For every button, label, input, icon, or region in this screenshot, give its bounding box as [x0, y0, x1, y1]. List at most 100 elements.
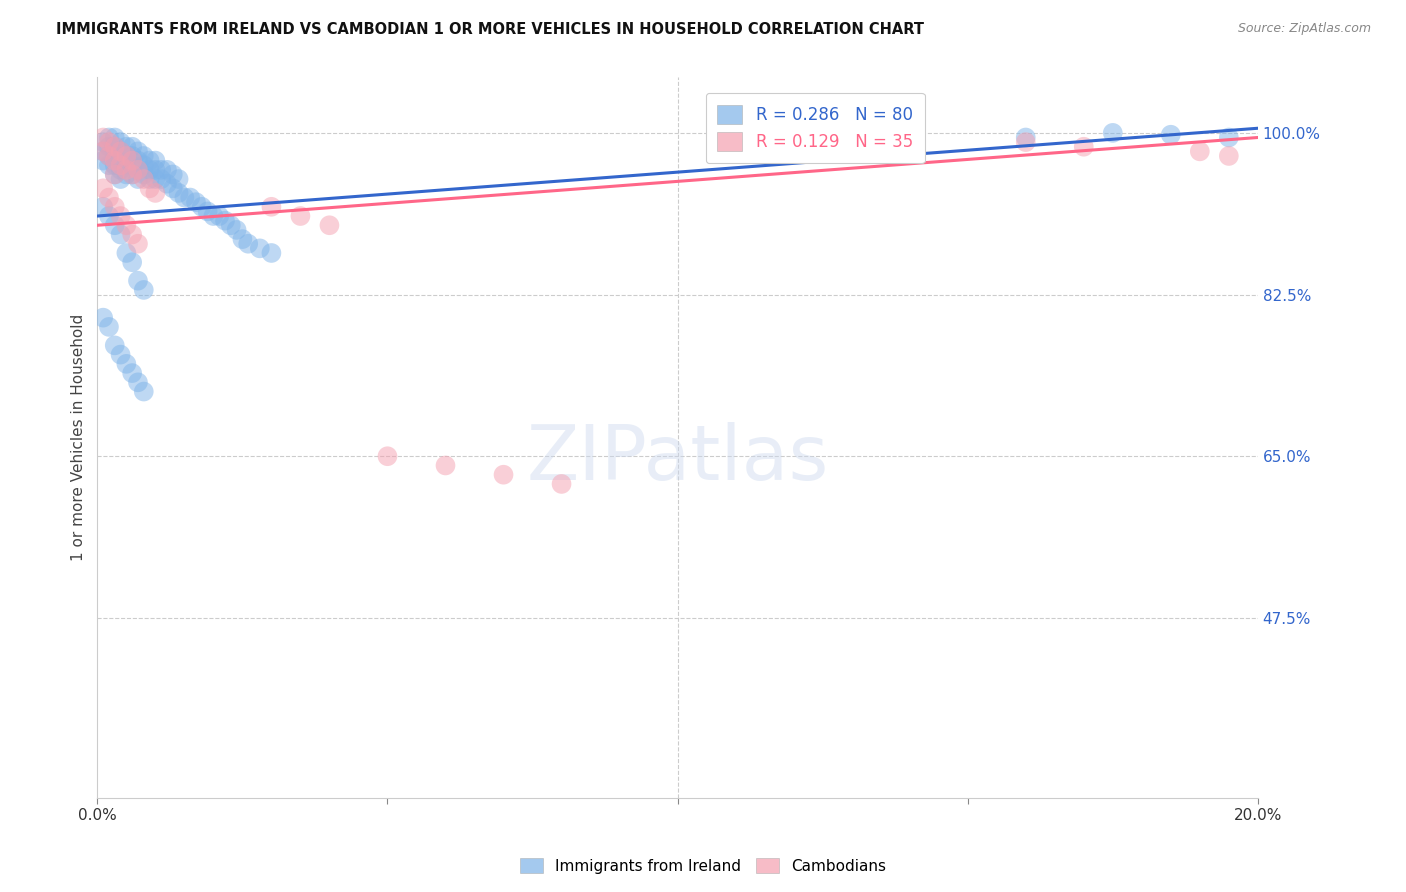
Point [91, 153, 114, 168]
Point [91, 145, 114, 159]
Point [138, 172, 160, 186]
Point [191, 200, 214, 214]
Point [91, 145, 114, 159]
Point [121, 139, 143, 153]
Point [127, 274, 149, 288]
Point [138, 162, 160, 177]
Point [145, 186, 167, 200]
Point [104, 153, 127, 168]
Point [127, 153, 149, 168]
Point [110, 227, 132, 242]
Point [156, 162, 179, 177]
Point [1101, 126, 1123, 140]
Point [492, 467, 515, 482]
Point [1188, 145, 1211, 159]
Point [162, 181, 184, 195]
Point [110, 209, 132, 223]
Point [110, 158, 132, 172]
Point [110, 162, 132, 177]
Point [91, 310, 114, 325]
Point [104, 130, 127, 145]
Point [115, 168, 138, 182]
Point [91, 135, 114, 149]
Point [260, 246, 283, 260]
Legend: Immigrants from Ireland, Cambodians: Immigrants from Ireland, Cambodians [513, 852, 893, 880]
Point [104, 200, 127, 214]
Point [1073, 139, 1095, 153]
Point [121, 366, 143, 380]
Point [110, 145, 132, 159]
Point [110, 145, 132, 159]
Point [104, 139, 127, 153]
Point [145, 172, 167, 186]
Point [132, 158, 155, 172]
Point [1218, 149, 1240, 163]
Point [104, 139, 127, 153]
Point [145, 153, 167, 168]
Point [225, 223, 247, 237]
Point [127, 162, 149, 177]
Point [104, 219, 127, 233]
Point [127, 162, 149, 177]
Point [318, 219, 340, 233]
Point [238, 236, 260, 251]
Point [167, 186, 190, 200]
Point [219, 219, 242, 233]
Point [91, 181, 114, 195]
Point [91, 200, 114, 214]
Point [121, 153, 143, 168]
Point [132, 384, 155, 399]
Point [97, 139, 120, 153]
Point [115, 246, 138, 260]
Text: IMMIGRANTS FROM IRELAND VS CAMBODIAN 1 OR MORE VEHICLES IN HOUSEHOLD CORRELATION: IMMIGRANTS FROM IRELAND VS CAMBODIAN 1 O… [56, 22, 924, 37]
Point [121, 255, 143, 269]
Point [208, 209, 231, 223]
Point [115, 149, 138, 163]
Point [115, 158, 138, 172]
Point [202, 209, 225, 223]
Point [97, 209, 120, 223]
Point [127, 376, 149, 390]
Point [145, 162, 167, 177]
Point [110, 348, 132, 362]
Point [97, 149, 120, 163]
Point [132, 283, 155, 297]
Point [231, 232, 253, 246]
Point [138, 181, 160, 195]
Point [97, 135, 120, 149]
Point [132, 149, 155, 163]
Point [104, 168, 127, 182]
Point [104, 168, 127, 182]
Text: Source: ZipAtlas.com: Source: ZipAtlas.com [1237, 22, 1371, 36]
Point [97, 130, 120, 145]
Point [156, 177, 179, 191]
Point [104, 158, 127, 172]
Point [249, 241, 271, 255]
Y-axis label: 1 or more Vehicles in Household: 1 or more Vehicles in Household [72, 314, 86, 561]
Point [1160, 128, 1182, 142]
Point [127, 172, 149, 186]
Point [91, 130, 114, 145]
Point [97, 190, 120, 204]
Point [110, 135, 132, 149]
Point [138, 153, 160, 168]
Point [115, 139, 138, 153]
Point [132, 168, 155, 182]
Point [434, 458, 457, 473]
Point [110, 172, 132, 186]
Point [121, 168, 143, 182]
Point [1218, 130, 1240, 145]
Point [184, 195, 207, 210]
Point [1015, 135, 1038, 149]
Point [162, 168, 184, 182]
Point [150, 172, 173, 186]
Point [173, 190, 195, 204]
Point [121, 227, 143, 242]
Point [115, 357, 138, 371]
Legend: R = 0.286   N = 80, R = 0.129   N = 35: R = 0.286 N = 80, R = 0.129 N = 35 [706, 93, 925, 163]
Point [179, 190, 201, 204]
Point [550, 477, 572, 491]
Point [127, 145, 149, 159]
Point [104, 338, 127, 352]
Point [132, 172, 155, 186]
